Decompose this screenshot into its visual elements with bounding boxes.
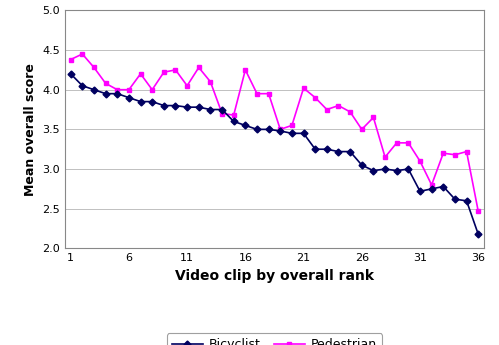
Bicyclist [254, 127, 260, 131]
Pedestrian [277, 127, 283, 131]
Pedestrian [417, 159, 423, 163]
Bicyclist [243, 124, 249, 128]
Line: Pedestrian: Pedestrian [68, 51, 481, 214]
Y-axis label: Mean overall score: Mean overall score [24, 63, 37, 196]
Bicyclist [475, 232, 481, 236]
Bicyclist [347, 149, 353, 154]
Bicyclist [324, 147, 330, 151]
Bicyclist [138, 100, 144, 104]
Bicyclist [161, 104, 167, 108]
Pedestrian [347, 110, 353, 114]
Pedestrian [138, 72, 144, 76]
Bicyclist [126, 96, 132, 100]
Bicyclist [79, 84, 85, 88]
Pedestrian [300, 86, 306, 90]
Pedestrian [382, 155, 388, 159]
Bicyclist [417, 189, 423, 193]
Bicyclist [382, 167, 388, 171]
Bicyclist [300, 131, 306, 136]
Bicyclist [265, 127, 271, 131]
Bicyclist [68, 72, 74, 76]
Pedestrian [254, 92, 260, 96]
Bicyclist [173, 104, 179, 108]
Bicyclist [394, 169, 400, 173]
Pedestrian [243, 68, 249, 72]
Bicyclist [196, 105, 202, 109]
Pedestrian [405, 141, 411, 145]
Bicyclist [312, 147, 318, 151]
Bicyclist [184, 105, 190, 109]
Bicyclist [335, 149, 341, 154]
Bicyclist [114, 92, 120, 96]
Pedestrian [184, 84, 190, 88]
Pedestrian [149, 88, 155, 92]
X-axis label: Video clip by overall rank: Video clip by overall rank [175, 269, 374, 283]
Bicyclist [91, 88, 97, 92]
Pedestrian [335, 104, 341, 108]
Bicyclist [464, 199, 470, 203]
Pedestrian [208, 80, 214, 84]
Bicyclist [208, 108, 214, 112]
Legend: Bicyclist, Pedestrian: Bicyclist, Pedestrian [167, 333, 382, 345]
Pedestrian [126, 88, 132, 92]
Bicyclist [359, 163, 365, 167]
Pedestrian [429, 183, 435, 187]
Pedestrian [475, 209, 481, 213]
Bicyclist [429, 187, 435, 191]
Bicyclist [149, 100, 155, 104]
Bicyclist [452, 197, 458, 201]
Pedestrian [114, 88, 120, 92]
Bicyclist [277, 129, 283, 133]
Pedestrian [312, 96, 318, 100]
Bicyclist [440, 185, 446, 189]
Bicyclist [370, 169, 376, 173]
Pedestrian [91, 66, 97, 70]
Bicyclist [231, 119, 237, 124]
Bicyclist [219, 108, 225, 112]
Line: Bicyclist: Bicyclist [68, 71, 481, 237]
Pedestrian [231, 113, 237, 117]
Pedestrian [79, 52, 85, 56]
Pedestrian [370, 115, 376, 120]
Bicyclist [103, 92, 109, 96]
Pedestrian [394, 141, 400, 145]
Pedestrian [440, 151, 446, 155]
Pedestrian [464, 149, 470, 154]
Pedestrian [68, 58, 74, 62]
Bicyclist [289, 131, 295, 136]
Pedestrian [359, 127, 365, 131]
Bicyclist [405, 167, 411, 171]
Pedestrian [265, 92, 271, 96]
Pedestrian [289, 124, 295, 128]
Pedestrian [161, 70, 167, 74]
Pedestrian [452, 153, 458, 157]
Pedestrian [219, 111, 225, 116]
Pedestrian [103, 81, 109, 86]
Pedestrian [324, 108, 330, 112]
Pedestrian [173, 68, 179, 72]
Pedestrian [196, 66, 202, 70]
